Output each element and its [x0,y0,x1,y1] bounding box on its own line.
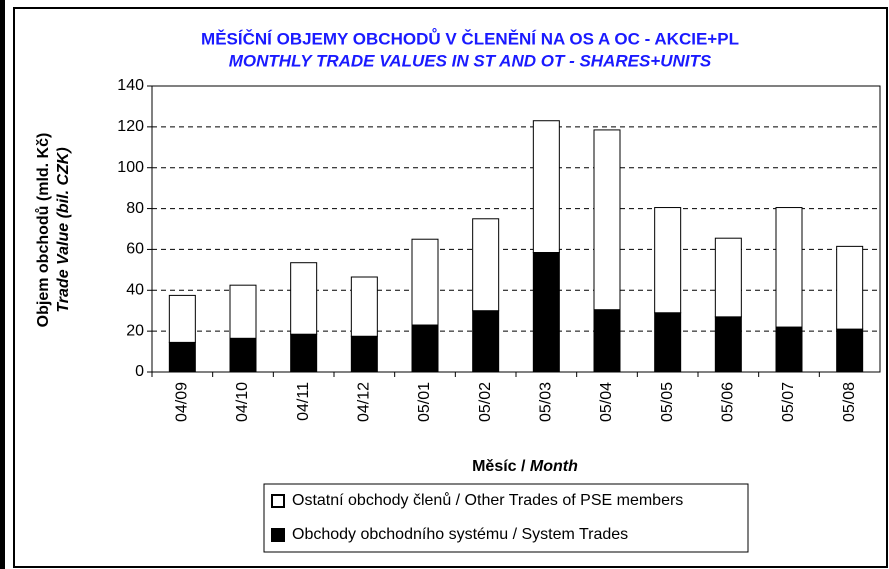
bar-segment [593,309,621,373]
frame [13,7,888,568]
bar-segment [532,120,560,253]
x-axis-label: Měsíc / Month [472,458,578,475]
y-tick-label: 120 [117,118,144,135]
legend-label: Ostatní obchody členů / Other Trades of … [292,491,683,509]
y-tick-label: 100 [117,159,144,176]
bar-segment [836,328,864,373]
x-tick-label: 04/12 [356,382,373,422]
bar-segment [168,294,196,343]
legend-swatch [271,494,285,508]
x-tick-label: 04/11 [295,382,312,421]
bar-segment [714,237,742,318]
y-axis-label: Objem obchodů (mld. Kč) [35,133,52,328]
y-tick-label: 20 [126,322,144,339]
bar-segment [593,129,621,311]
bar-segment [290,333,318,373]
bar-segment [168,341,196,373]
y-tick-label: 40 [126,282,144,299]
bar-segment [411,238,439,326]
y-axis-label: Trade Value (bil. CZK) [55,147,72,312]
y-tick-label: 60 [126,241,144,258]
y-tick-label: 0 [135,363,144,380]
bar-segment [532,251,560,373]
x-tick-label: 05/02 [477,382,494,422]
x-axis-label-en: Month [530,458,578,475]
bar-segment [350,335,378,373]
chart-subtitle: MONTHLY TRADE VALUES IN ST AND OT - SHAR… [229,51,712,70]
x-tick-label: 05/05 [659,382,676,422]
legend-swatch [271,528,285,542]
bar-segment [714,316,742,373]
x-tick-label: 05/06 [720,382,737,422]
x-axis-label-cz: Měsíc / [472,458,526,475]
bar-segment [654,207,682,314]
y-tick-label: 80 [126,200,144,217]
x-tick-label: 05/04 [598,382,615,422]
bar-segment [472,310,500,373]
x-tick-label: 05/07 [780,382,797,422]
y-tick-label: 140 [117,77,144,94]
bar-segment [472,218,500,312]
bar-segment [290,262,318,335]
bar-segment [775,207,803,328]
bar-segment [775,326,803,373]
bar-segment [836,245,864,330]
bar-segment [654,312,682,373]
x-tick-label: 04/09 [174,382,191,422]
plot-area [151,85,881,373]
left-edge [0,0,5,569]
x-tick-label: 05/01 [416,382,433,422]
bar-segment [411,324,439,373]
bar-segment [229,284,257,339]
bar-segment [229,337,257,373]
legend-label: Obchody obchodního systému / System Trad… [292,526,628,543]
x-tick-label: 04/10 [234,382,251,422]
chart-title: MĚSÍČNÍ OBJEMY OBCHODŮ V ČLENĚNÍ NA OS A… [201,28,739,48]
legend [263,483,749,553]
x-tick-label: 05/03 [538,382,555,422]
bar-segment [350,276,378,337]
x-tick-label: 05/08 [841,382,858,422]
